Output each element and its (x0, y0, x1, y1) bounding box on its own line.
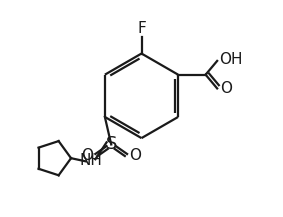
Text: OH: OH (219, 52, 243, 67)
Text: NH: NH (80, 153, 102, 168)
Text: O: O (81, 148, 93, 163)
Text: S: S (106, 135, 117, 153)
Text: O: O (220, 81, 232, 96)
Text: F: F (137, 21, 146, 36)
Text: O: O (130, 148, 142, 163)
